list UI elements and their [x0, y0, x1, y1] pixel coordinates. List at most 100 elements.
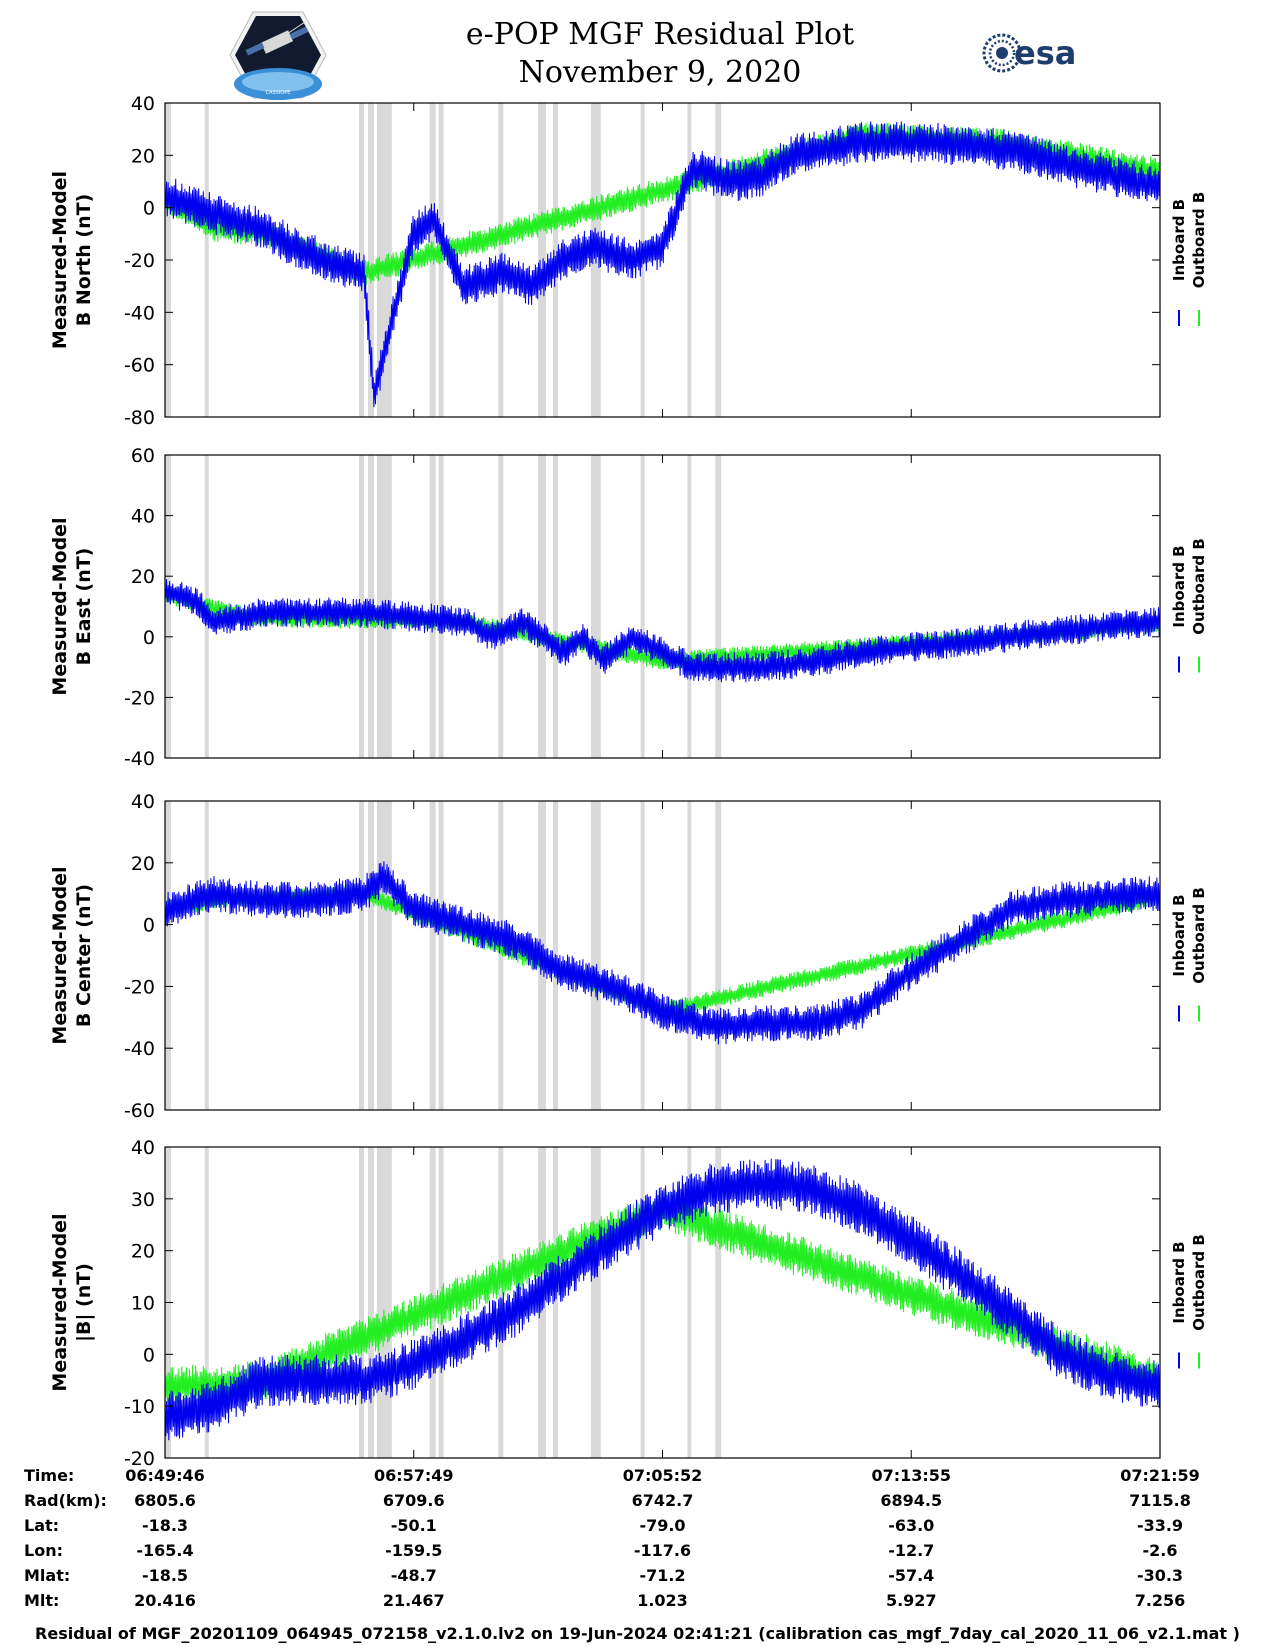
panel-2: 60 40 20 0 -20 -40 Measured-Model B East (nT) In… [49, 445, 1208, 770]
info-value: -79.0 [639, 1516, 686, 1535]
info-row-label: Rad(km): [24, 1491, 107, 1510]
data-gap-7 [438, 801, 444, 1110]
info-value: -165.4 [136, 1541, 194, 1560]
y-tick-label: -20 [124, 976, 155, 998]
data-gap-5 [376, 1147, 392, 1458]
y-tick-label: -40 [124, 1038, 155, 1060]
info-row-label: Lat: [24, 1516, 60, 1535]
data-gap-12 [640, 103, 645, 417]
data-gap-2 [204, 103, 209, 417]
y-axis-label: Measured-Model [49, 866, 71, 1044]
legend-inboard-label: Inboard B [1170, 894, 1188, 976]
y-tick-label: 40 [131, 93, 155, 115]
footer-caption: Residual of MGF_20201109_064945_072158_v… [35, 1624, 1240, 1643]
info-value: 6805.6 [134, 1491, 196, 1510]
data-gap-3 [359, 801, 364, 1110]
legend-inboard-label: Inboard B [1170, 545, 1188, 627]
info-value: 7115.8 [1129, 1491, 1191, 1510]
data-gap-13 [687, 801, 692, 1110]
data-gap-2 [204, 1147, 209, 1458]
plot-frame [164, 800, 1161, 1111]
info-value: 07:05:52 [622, 1466, 703, 1485]
y-axis-label: B East (nT) [73, 548, 95, 666]
y-tick-label: 20 [131, 566, 155, 588]
plot-subtitle: November 9, 2020 [518, 55, 802, 90]
y-tick-label: 40 [131, 1137, 155, 1159]
y-tick-label: 30 [131, 1189, 155, 1211]
legend-outboard-label: Outboard B [1190, 192, 1208, 289]
data-gap-5 [376, 801, 392, 1110]
legend-inboard-label: Inboard B [1170, 1241, 1188, 1323]
data-gap-2 [204, 801, 209, 1110]
y-tick-label: -10 [124, 1396, 155, 1418]
data-gap-11 [590, 455, 601, 758]
info-value: 21.467 [382, 1591, 445, 1610]
y-axis-label: Measured-Model [49, 517, 71, 695]
series-inboard-line [165, 121, 1160, 408]
data-gap-13 [687, 455, 692, 758]
data-gap-7 [438, 455, 444, 758]
y-tick-label: 0 [143, 1344, 155, 1366]
data-gap-11 [590, 1147, 601, 1458]
data-gap-14 [715, 801, 722, 1110]
y-tick-label: -20 [124, 250, 155, 272]
y-tick-label: 20 [131, 853, 155, 875]
data-gap-12 [640, 455, 645, 758]
data-gap-14 [715, 103, 722, 417]
data-gap-13 [687, 1147, 692, 1458]
esa-logo-text: esa [1014, 34, 1076, 72]
y-axis-label: Measured-Model [49, 1213, 71, 1391]
data-gap-12 [640, 801, 645, 1110]
info-row: Lon: -165.4 -159.5 -117.6 -12.7 -2.6 [0, 1541, 1275, 1565]
y-axis-label: B Center (nT) [73, 884, 95, 1027]
data-gap-1 [165, 455, 171, 758]
info-row-label: Lon: [24, 1541, 63, 1560]
info-value: 20.416 [134, 1591, 196, 1610]
data-gap-13 [687, 103, 692, 417]
data-gap-9 [538, 455, 547, 758]
info-value: 6709.6 [382, 1491, 445, 1510]
data-gap-10 [553, 1147, 559, 1458]
info-value: 6742.7 [631, 1491, 694, 1510]
panel-3: 40 20 0 -20 -40 -60 Measured-Model B Center (nT… [49, 791, 1208, 1122]
y-tick-label: -60 [124, 355, 155, 377]
plot-title-block: e-POP MGF Residual Plot November 9, 2020 [380, 16, 940, 92]
info-value: 5.927 [885, 1591, 937, 1610]
info-value: -50.1 [390, 1516, 437, 1535]
data-gap-9 [538, 103, 547, 417]
data-gap-12 [640, 1147, 645, 1458]
plot-frame [164, 454, 1161, 759]
y-tick-label: 0 [143, 627, 155, 649]
plot-title: e-POP MGF Residual Plot [465, 17, 855, 52]
y-tick-label: 40 [131, 506, 155, 528]
info-row: Rad(km): 6805.6 6709.6 6742.7 6894.5 7115.8 [0, 1491, 1275, 1515]
y-axis-label: Measured-Model [49, 171, 71, 349]
info-value: 07:13:55 [871, 1466, 952, 1485]
info-value: -57.4 [888, 1566, 935, 1585]
series-inboard-line [165, 1158, 1160, 1441]
data-gap-4 [367, 103, 374, 417]
data-gap-3 [359, 1147, 364, 1458]
info-row-label: Time: [24, 1466, 75, 1485]
data-gap-8 [498, 1147, 504, 1458]
info-value: -33.9 [1136, 1516, 1184, 1535]
info-value: -30.3 [1136, 1566, 1184, 1585]
info-value: -48.7 [390, 1566, 437, 1585]
data-gap-10 [553, 455, 559, 758]
info-value: 7.256 [1134, 1591, 1186, 1610]
info-value: -159.5 [385, 1541, 443, 1560]
data-gap-6 [429, 801, 436, 1110]
cassiope-logo-text: CASSIOPE [266, 90, 291, 96]
cassiope-logo: CASSIOPE [228, 10, 328, 100]
esa-logo: esa [978, 28, 1096, 78]
y-tick-label: 10 [131, 1293, 155, 1315]
data-gap-1 [165, 801, 171, 1110]
info-value: -71.2 [639, 1566, 686, 1585]
y-tick-label: 60 [131, 445, 155, 467]
info-value: 06:57:49 [373, 1466, 454, 1485]
info-row: Mlat: -18.5 -48.7 -71.2 -57.4 -30.3 [0, 1566, 1275, 1590]
y-tick-label: -60 [124, 1100, 155, 1122]
data-gap-8 [498, 455, 504, 758]
info-value: -18.5 [141, 1566, 189, 1585]
